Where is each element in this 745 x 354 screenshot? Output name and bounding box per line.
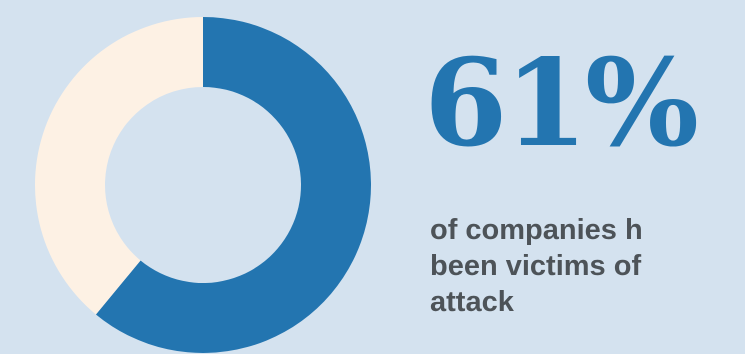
caption-line-2: been victims of [430, 250, 642, 282]
headline-percentage: 61% [424, 33, 699, 174]
caption-line-3: attack [430, 286, 514, 318]
donut-slice-remainder [35, 17, 204, 315]
caption-text: of companies h been victims of attack [430, 212, 643, 320]
caption-line-1: of companies h [430, 214, 643, 246]
donut-slice-highlight [95, 17, 372, 353]
